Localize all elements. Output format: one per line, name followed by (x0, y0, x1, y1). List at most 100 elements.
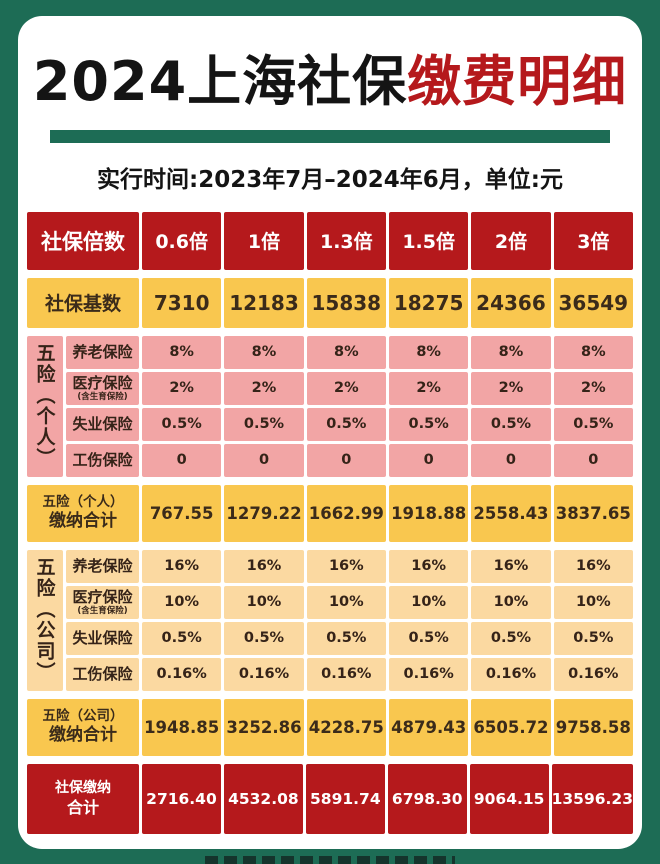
personal-total-cells: 767.55 1279.22 1662.99 1918.88 2558.43 3837.6… (142, 484, 633, 542)
insurance-rate-cell: 0.16% (306, 657, 386, 691)
insurance-rate-cell: 10% (553, 585, 633, 619)
personal-insurance-section: 五险（个人） 养老保险 8% 8% 8% 8% 8% 8% 医疗保险 (含生育保险) 2% 2% 2%… (27, 335, 633, 477)
insurance-rate-cell: 16% (471, 549, 551, 583)
insurance-row: 失业保险 0.5% 0.5% 0.5% 0.5% 0.5% 0.5% (66, 621, 633, 655)
company-total-label-line1: 五险（公司） (42, 707, 124, 724)
company-total-cell: 3252.86 (224, 698, 304, 756)
insurance-rate-cell: 0.16% (388, 657, 469, 691)
insurance-rate-cell: 0 (388, 443, 469, 477)
base-amount-cell: 18275 (388, 277, 469, 328)
insurance-rate-cell: 0.5% (553, 621, 633, 655)
company-total-cells: 1948.85 3252.86 4228.75 4879.43 6505.72 9758.… (142, 698, 633, 756)
grand-total-label-line2: 合计 (66, 797, 99, 817)
insurance-row-label: 工伤保险 (66, 443, 139, 477)
insurance-rate-cell: 0.5% (471, 621, 551, 655)
personal-total-row: 五险（个人） 缴纳合计 767.55 1279.22 1662.99 1918.88 2… (27, 484, 633, 542)
insurance-rate-cell: 0.5% (553, 407, 633, 441)
base-amount-cell: 36549 (553, 277, 633, 328)
company-section-vertical-label: 五险（公司） (27, 549, 63, 691)
insurance-rate-cell: 0.5% (306, 621, 386, 655)
effective-period-subtitle: 实行时间:2023年7月–2024年6月，单位:元 (97, 166, 563, 193)
company-insurance-section: 五险（公司） 养老保险 16% 16% 16% 16% 16% 16% 医疗保险 (含生育保险)… (27, 549, 633, 691)
insurance-rate-cell: 16% (142, 549, 222, 583)
insurance-row-label: 养老保险 (66, 335, 139, 369)
insurance-rate-cell: 10% (142, 585, 222, 619)
insurance-rate-cell: 0.5% (388, 407, 469, 441)
multiplier-header-label: 社保倍数 (27, 211, 139, 270)
insurance-row: 医疗保险 (含生育保险) 10% 10% 10% 10% 10% 10% (66, 585, 633, 619)
company-total-cell: 4228.75 (306, 698, 386, 756)
poster-card: 2024上海社保缴费明细 实行时间:2023年7月–2024年6月，单位:元 社… (18, 16, 642, 849)
personal-total-label: 五险（个人） 缴纳合计 (27, 484, 139, 542)
grand-total-label: 社保缴纳 合计 (27, 763, 139, 834)
insurance-rate-cell: 0 (471, 443, 551, 477)
insurance-rate-cell: 10% (471, 585, 551, 619)
base-amount-cell: 15838 (306, 277, 386, 328)
insurance-rate-cell: 2% (142, 371, 222, 405)
personal-total-label-line1: 五险（个人） (42, 493, 124, 510)
insurance-row-sublabel: (含生育保险) (77, 605, 128, 616)
insurance-rate-cell: 2% (306, 371, 386, 405)
personal-total-cell: 1662.99 (306, 484, 386, 542)
insurance-rate-cell: 0 (224, 443, 304, 477)
company-section-rows: 养老保险 16% 16% 16% 16% 16% 16% 医疗保险 (含生育保险) 10% 10% 1… (66, 549, 633, 691)
page-title-black: 2024上海社保 (32, 50, 408, 113)
insurance-rate-cell: 0.16% (142, 657, 222, 691)
insurance-rate-cell: 0.16% (471, 657, 551, 691)
insurance-row: 养老保险 16% 16% 16% 16% 16% 16% (66, 549, 633, 583)
base-amount-cells: 7310 12183 15838 18275 24366 36549 (142, 277, 633, 328)
insurance-rate-cell: 8% (553, 335, 633, 369)
insurance-rate-cell: 8% (471, 335, 551, 369)
company-total-cell: 6505.72 (471, 698, 551, 756)
company-total-row: 五险（公司） 缴纳合计 1948.85 3252.86 4228.75 4879.43… (27, 698, 633, 756)
grand-total-cells: 2716.40 4532.08 5891.74 6798.30 9064.15 13596… (142, 763, 633, 834)
personal-section-vertical-label: 五险（个人） (27, 335, 63, 477)
multiplier-header-cell: 2倍 (471, 211, 551, 270)
insurance-rate-cell: 0.5% (142, 621, 222, 655)
multiplier-header-cell: 1.3倍 (306, 211, 386, 270)
insurance-rate-cell: 10% (388, 585, 469, 619)
base-amount-label: 社保基数 (27, 277, 139, 328)
insurance-row-label: 医疗保险 (含生育保险) (66, 371, 139, 405)
insurance-row: 医疗保险 (含生育保险) 2% 2% 2% 2% 2% 2% (66, 371, 633, 405)
personal-total-cell: 767.55 (142, 484, 222, 542)
insurance-rate-cell: 0.5% (142, 407, 222, 441)
base-amount-cell: 7310 (142, 277, 222, 328)
personal-total-cell: 2558.43 (471, 484, 551, 542)
grand-total-cell: 4532.08 (223, 763, 303, 834)
grand-total-cell: 5891.74 (305, 763, 385, 834)
insurance-row: 工伤保险 0 0 0 0 0 0 (66, 443, 633, 477)
insurance-rate-cell: 0 (142, 443, 222, 477)
grand-total-cell: 6798.30 (387, 763, 467, 834)
personal-total-label-line2: 缴纳合计 (49, 511, 117, 532)
insurance-row: 养老保险 8% 8% 8% 8% 8% 8% (66, 335, 633, 369)
insurance-rate-cell: 0.5% (471, 407, 551, 441)
grand-total-cell: 2716.40 (142, 763, 221, 834)
grand-total-cell: 9064.15 (469, 763, 549, 834)
insurance-rate-cell: 16% (553, 549, 633, 583)
contribution-table: 社保倍数 0.6倍 1倍 1.3倍 1.5倍 2倍 3倍 社保基数 7310 12183 15… (27, 211, 633, 834)
personal-total-cell: 3837.65 (553, 484, 633, 542)
multiplier-header-cell: 0.6倍 (142, 211, 222, 270)
insurance-row-label: 医疗保险 (含生育保险) (66, 585, 139, 619)
insurance-rate-cell: 10% (224, 585, 304, 619)
insurance-rate-cell: 0.5% (388, 621, 469, 655)
multiplier-header-cell: 1倍 (224, 211, 304, 270)
multiplier-header-row: 社保倍数 0.6倍 1倍 1.3倍 1.5倍 2倍 3倍 (27, 211, 633, 270)
insurance-rate-cell: 0.5% (306, 407, 386, 441)
insurance-rate-cell: 0 (306, 443, 386, 477)
insurance-rate-cell: 0.5% (224, 407, 304, 441)
insurance-rate-cell: 0.16% (224, 657, 304, 691)
bottom-cutoff-caption (205, 856, 455, 864)
insurance-row-label: 养老保险 (66, 549, 139, 583)
insurance-rate-cell: 8% (224, 335, 304, 369)
insurance-rate-cell: 0 (553, 443, 633, 477)
base-amount-row: 社保基数 7310 12183 15838 18275 24366 36549 (27, 277, 633, 328)
page-title-red: 缴费明细 (407, 50, 628, 113)
insurance-rate-cell: 10% (306, 585, 386, 619)
base-amount-cell: 12183 (224, 277, 304, 328)
company-total-cell: 4879.43 (388, 698, 469, 756)
insurance-rate-cell: 16% (306, 549, 386, 583)
insurance-rate-cell: 8% (142, 335, 222, 369)
insurance-row-label: 失业保险 (66, 621, 139, 655)
